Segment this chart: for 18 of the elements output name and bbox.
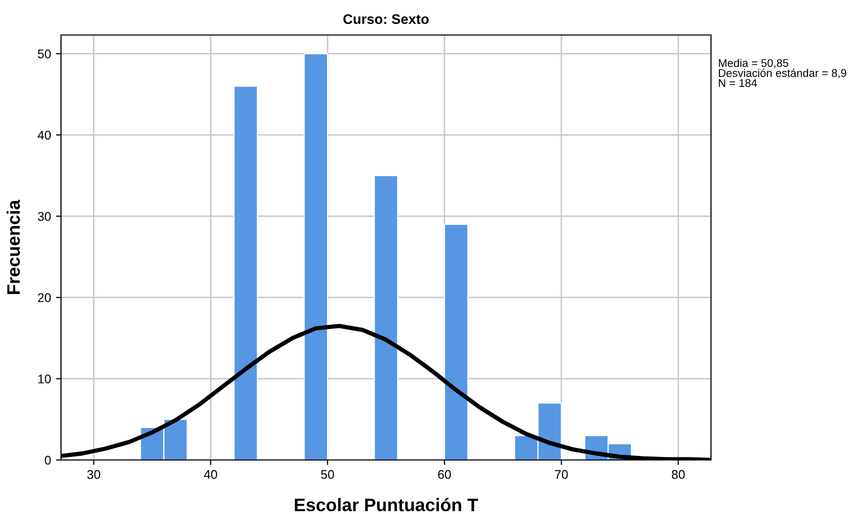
x-tick-label: 70 [555, 470, 568, 479]
x-tick-label: 40 [204, 470, 218, 479]
x-axis-title: Escolar Puntuación T [294, 498, 478, 512]
x-tick-label: 60 [438, 470, 451, 479]
y-tick-label: 30 [38, 212, 51, 221]
x-tick-label: 50 [321, 470, 334, 479]
y-tick-label: 40 [38, 130, 51, 140]
y-tick-label: 50 [38, 49, 51, 58]
text: Desviación estándar = 8,9 [718, 68, 846, 78]
x-tick-label: 80 [672, 470, 685, 479]
y-tick-label: 0 [44, 456, 51, 465]
y-axis-title: Frecuencia [6, 200, 20, 294]
y-tick-label: 20 [38, 293, 51, 302]
x-tick-label: 30 [87, 470, 100, 479]
y-tick-label: 10 [38, 374, 51, 384]
text: Media = 50,85 [718, 58, 788, 68]
chart-title: Curso: Sexto [343, 14, 429, 24]
text: N = 184 [718, 79, 757, 87]
